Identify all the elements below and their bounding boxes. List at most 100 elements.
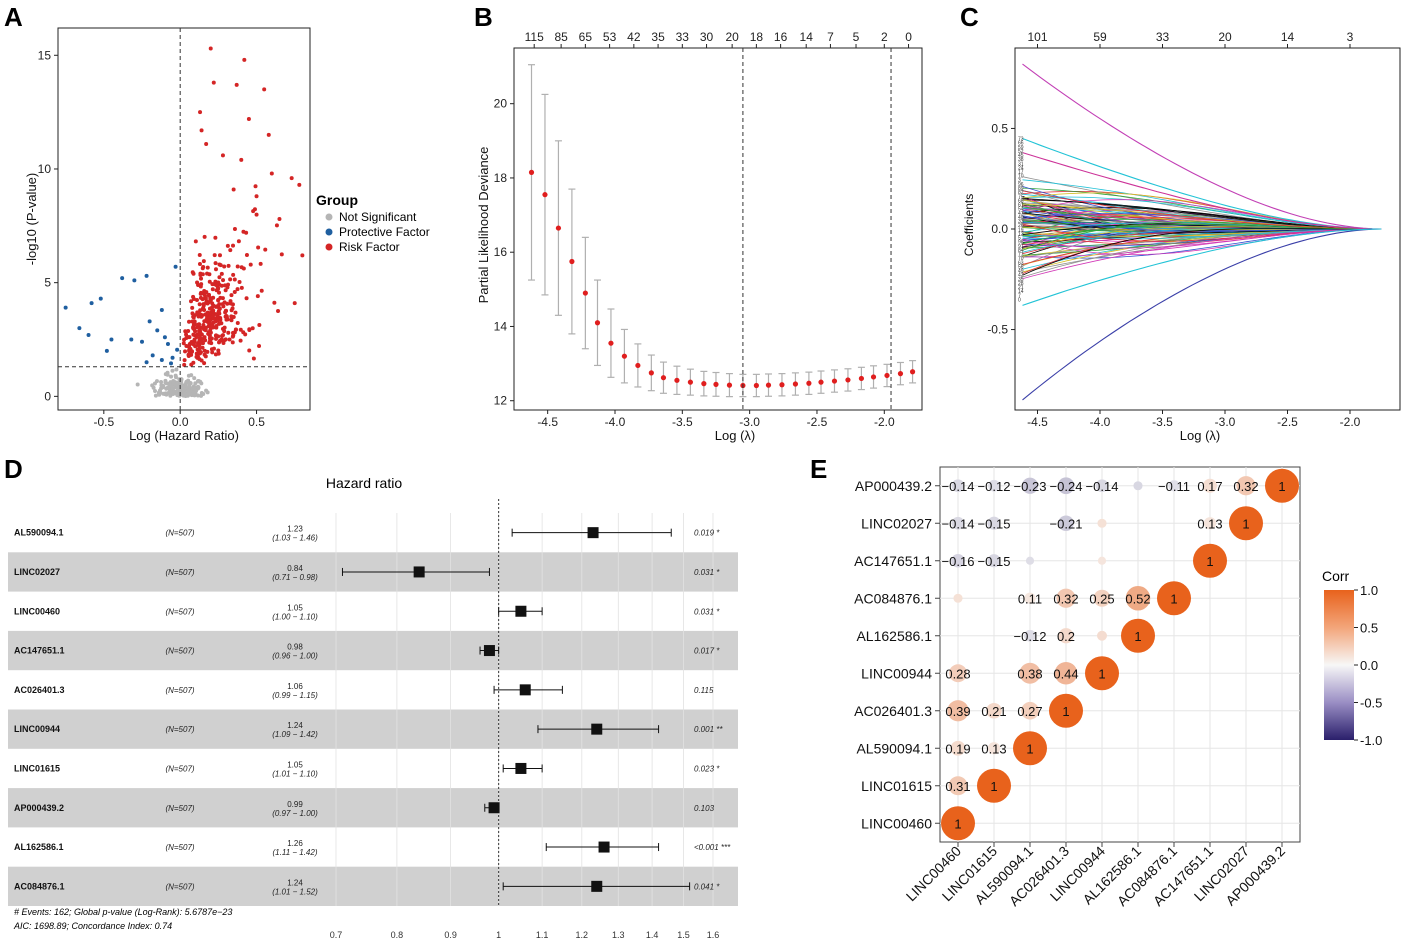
point-not-significant: [161, 391, 166, 396]
top-tick-label: 101: [1027, 30, 1047, 44]
point-risk-factor: [239, 157, 244, 162]
colorbar-tick-label: -1.0: [1360, 733, 1382, 748]
point-not-significant: [199, 381, 204, 386]
point-risk-factor: [244, 296, 249, 301]
point-protective-factor: [170, 355, 175, 360]
point-risk-factor: [235, 321, 240, 326]
corr-value-label: −0.21: [1050, 516, 1083, 531]
corr-value-label: 1: [1278, 479, 1285, 494]
legend-label-protective: Protective Factor: [339, 225, 430, 239]
point-risk-factor: [250, 326, 255, 331]
forest-estimate: [587, 527, 599, 539]
forest-estimate: [515, 605, 527, 617]
point-risk-factor: [220, 296, 225, 301]
x-tick-label: -2.0: [874, 415, 895, 429]
y-tick-label: 5: [44, 276, 51, 290]
forest-row-n: (N=507): [165, 764, 194, 773]
corr-value-label: 0.13: [981, 741, 1006, 756]
point-not-significant: [168, 383, 173, 388]
point-risk-factor: [248, 262, 253, 267]
point-not-significant: [181, 384, 186, 389]
point-risk-factor: [254, 212, 259, 217]
point-not-significant: [154, 379, 159, 384]
point-risk-factor: [232, 277, 237, 282]
corr-value-label: 0.27: [1017, 704, 1042, 719]
forest-row-n: (N=507): [165, 686, 194, 695]
correlation-matrix: −0.14 −0.12 −0.23 −0.24 −0.14 −0.11 0.17 0.32 1−…: [854, 466, 1382, 909]
corr-circle: [949, 664, 967, 683]
deviance-point: [660, 375, 667, 381]
point-risk-factor: [221, 341, 226, 346]
point-protective-factor: [147, 319, 152, 324]
point-risk-factor: [191, 332, 196, 337]
point-risk-factor: [219, 271, 224, 276]
corr-circle: [1236, 476, 1256, 496]
point-risk-factor: [211, 80, 216, 85]
y-tick-label: 12: [494, 394, 508, 408]
corr-value-label: 1: [1026, 741, 1033, 756]
point-risk-factor: [233, 327, 238, 332]
point-protective-factor: [63, 305, 68, 310]
point-risk-factor: [210, 287, 215, 292]
point-risk-factor: [222, 300, 227, 305]
point-risk-factor: [289, 176, 294, 181]
corr-value-label: 0.13: [1197, 516, 1222, 531]
forest-row-name: AC084876.1: [14, 881, 65, 891]
point-risk-factor: [221, 278, 226, 283]
point-risk-factor: [186, 329, 191, 334]
coef-xlabel: Log (λ): [1180, 428, 1220, 443]
corr-circle: [1202, 478, 1218, 493]
point-risk-factor: [201, 259, 206, 264]
point-risk-factor: [207, 272, 212, 277]
point-risk-factor: [203, 328, 208, 333]
point-risk-factor: [200, 325, 205, 330]
forest-row-ci: (0.97 − 1.00): [272, 809, 318, 818]
point-risk-factor: [193, 344, 198, 349]
forest-row-hr: 1.24: [287, 721, 303, 730]
point-risk-factor: [198, 312, 203, 317]
forest-row-pvalue: 0.103: [694, 804, 715, 813]
point-risk-factor: [230, 334, 235, 339]
point-risk-factor: [193, 239, 198, 244]
coef-path-variable: [1022, 224, 1382, 244]
point-not-significant: [159, 380, 164, 385]
path-index-label: 70: [1018, 256, 1024, 262]
point-protective-factor: [175, 347, 180, 352]
point-not-significant: [188, 392, 193, 397]
forest-row-n: (N=507): [165, 607, 194, 616]
corr-value-label: 0.25: [1089, 591, 1114, 606]
forest-estimate: [483, 645, 495, 657]
forest-row-name: AL162586.1: [14, 842, 64, 852]
path-index-label: 89: [1018, 186, 1024, 192]
point-risk-factor: [213, 235, 218, 240]
corr-circle: [988, 479, 1000, 492]
point-risk-factor: [207, 318, 212, 323]
path-index-label: 91: [1018, 244, 1024, 250]
path-index-label: 42: [1018, 273, 1024, 279]
forest-row-n: (N=507): [165, 529, 194, 538]
corr-value-label: 0.11: [1018, 591, 1042, 606]
path-index-label: 33: [1018, 219, 1024, 225]
corr-circle: [1024, 592, 1036, 604]
top-tick-label: 33: [1156, 30, 1170, 44]
point-risk-factor: [257, 322, 262, 327]
path-index-label: 35: [1018, 277, 1024, 283]
point-risk-factor: [237, 280, 242, 285]
point-risk-factor: [194, 351, 199, 356]
corr-circle: [951, 516, 965, 530]
panel-letter-a: A: [4, 2, 23, 32]
point-not-significant: [161, 383, 166, 388]
corr-value-label: 0.19: [945, 741, 970, 756]
forest-estimate: [488, 802, 500, 814]
corr-circle-faint: [1097, 556, 1107, 565]
point-not-significant: [164, 381, 169, 386]
point-protective-factor: [104, 348, 109, 353]
corr-circle: [1021, 477, 1039, 494]
point-risk-factor: [202, 335, 207, 340]
corr-circle: [941, 806, 975, 841]
corr-value-label: 1: [954, 816, 961, 831]
point-risk-factor: [188, 341, 193, 346]
forest-row-pvalue: 0.023 *: [694, 764, 720, 773]
point-not-significant: [170, 368, 175, 373]
x-tick-label: 0.5: [248, 415, 265, 429]
